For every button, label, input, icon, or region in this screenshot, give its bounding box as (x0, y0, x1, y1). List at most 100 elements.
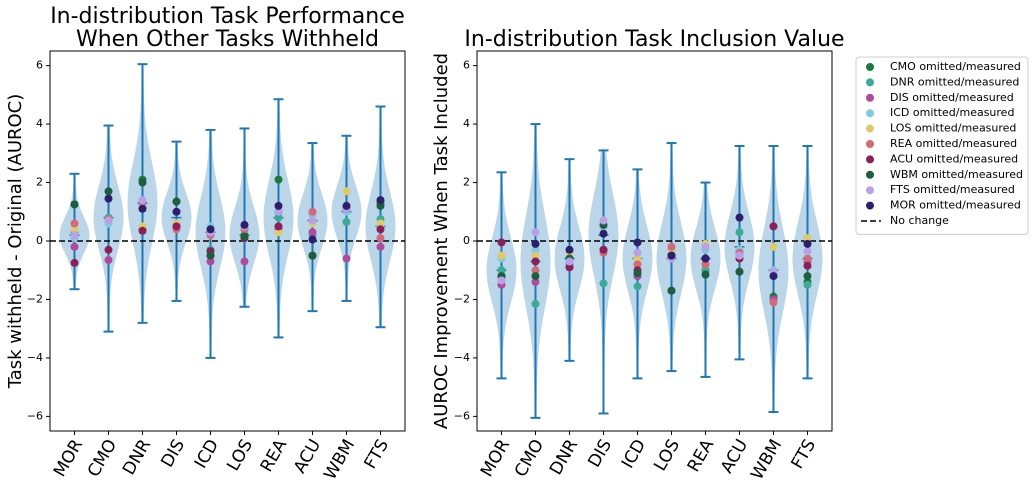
scatter-point (138, 196, 147, 205)
y-tick-label: −2 (454, 292, 470, 305)
scatter-point (70, 258, 79, 267)
scatter-point (599, 245, 608, 254)
x-tick-label: WBM (320, 436, 359, 483)
scatter-point (172, 197, 181, 206)
scatter-point (599, 216, 608, 225)
legend-marker (866, 140, 874, 148)
scatter-point (172, 222, 181, 231)
scatter-point (274, 207, 283, 216)
scatter-point (240, 232, 249, 241)
scatter-point (599, 279, 608, 288)
scatter-point (274, 201, 283, 210)
y-tick-label: −6 (454, 409, 470, 422)
scatter-point (104, 245, 113, 254)
y-tick-label: 4 (36, 117, 43, 130)
scatter-point (803, 234, 812, 243)
x-tick-label: REA (257, 436, 292, 476)
x-tick-label: ICD (618, 436, 650, 472)
y-tick-label: 0 (463, 234, 470, 247)
scatter-point (138, 178, 147, 187)
legend-marker (866, 93, 874, 102)
scatter-point (735, 251, 744, 260)
axes-frame (476, 50, 833, 432)
scatter-point (531, 228, 540, 237)
legend-label: DIS omitted/measured (890, 91, 1014, 104)
scatter-point (803, 254, 812, 263)
chart-title: In-distribution Task Performance (50, 4, 405, 29)
scatter-point (70, 231, 79, 240)
y-tick-label: 4 (463, 117, 470, 130)
scatter-point (274, 213, 283, 222)
scatter-point (206, 257, 215, 266)
legend-label: MOR omitted/measured (890, 199, 1021, 212)
legend-label: DNR omitted/measured (890, 75, 1019, 88)
scatter-point (633, 248, 642, 257)
scatter-point (240, 257, 249, 266)
scatter-point (104, 194, 113, 203)
scatter-point (308, 251, 317, 260)
legend-label: FTS omitted/measured (890, 183, 1015, 196)
y-tick-label: 2 (36, 176, 43, 189)
scatter-point (633, 269, 642, 278)
legend-box (855, 56, 1029, 235)
legend-label: ICD omitted/measured (890, 106, 1014, 119)
scatter-point (803, 280, 812, 289)
scatter-point (497, 238, 506, 247)
scatter-point (308, 228, 317, 237)
x-tick-label: DNR (119, 436, 155, 479)
scatter-point (667, 251, 676, 260)
legend-marker (866, 201, 874, 210)
scatter-point (376, 225, 385, 234)
scatter-point (531, 299, 540, 308)
scatter-point (667, 242, 676, 251)
scatter-point (565, 257, 574, 266)
legend-label: REA omitted/measured (890, 137, 1017, 150)
x-tick-label: LOS (223, 436, 257, 475)
legend-label: ACU omitted/measured (890, 152, 1018, 165)
chart-title: When Other Tasks Withheld (76, 27, 379, 52)
x-tick-label: DIS (584, 436, 616, 471)
legend-label: No change (890, 214, 949, 227)
x-tick-label: ICD (191, 436, 223, 472)
legend-marker (866, 63, 874, 71)
scatter-point (376, 196, 385, 205)
scatter-point (497, 266, 506, 275)
scatter-point (376, 234, 385, 243)
y-tick-label: 2 (463, 176, 470, 189)
scatter-point (769, 298, 778, 307)
scatter-point (104, 187, 113, 196)
scatter-point (633, 260, 642, 269)
scatter-point (70, 225, 79, 234)
legend-label: LOS omitted/measured (890, 122, 1016, 135)
scatter-point (172, 207, 181, 216)
scatter-point (701, 260, 710, 269)
scatter-point (565, 245, 574, 254)
scatter-point (138, 226, 147, 235)
x-tick-label: WBM (747, 436, 786, 483)
x-tick-label: FTS (788, 436, 821, 473)
legend-marker (866, 170, 874, 179)
scatter-point (497, 251, 506, 260)
scatter-point (342, 201, 351, 210)
scatter-point (803, 239, 812, 248)
scatter-point (667, 286, 676, 295)
x-tick-label: CMO (511, 436, 548, 481)
legend-marker (866, 109, 874, 118)
scatter-point (531, 239, 540, 248)
scatter-point (769, 242, 778, 251)
scatter-point (308, 216, 317, 225)
scatter-point (599, 229, 608, 238)
legend-marker (866, 186, 874, 195)
x-tick-label: LOS (650, 436, 684, 475)
scatter-point (308, 207, 317, 216)
scatter-point (633, 254, 642, 263)
scatter-point (633, 282, 642, 291)
legend-label: CMO omitted/measured (890, 60, 1021, 73)
scatter-point (803, 247, 812, 256)
x-tick-label: CMO (84, 436, 121, 481)
scatter-point (104, 216, 113, 225)
scatter-point (803, 272, 812, 281)
scatter-point (735, 213, 744, 222)
x-tick-label: DIS (157, 436, 189, 471)
scatter-point (104, 256, 113, 264)
